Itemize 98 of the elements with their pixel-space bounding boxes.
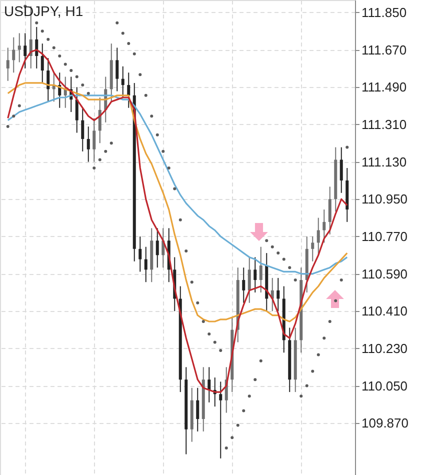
point bbox=[236, 424, 240, 427]
point bbox=[132, 52, 136, 56]
point bbox=[219, 349, 222, 352]
point bbox=[276, 252, 280, 255]
point bbox=[138, 73, 142, 76]
candlestick bbox=[340, 146, 343, 194]
point bbox=[70, 69, 73, 72]
point bbox=[248, 394, 251, 398]
point bbox=[75, 75, 78, 78]
candlestick bbox=[311, 236, 314, 262]
point bbox=[196, 301, 200, 304]
point bbox=[265, 239, 268, 242]
point bbox=[121, 32, 124, 35]
candlestick bbox=[328, 186, 332, 235]
point bbox=[300, 394, 303, 398]
y-tick-label: 110.410 bbox=[362, 304, 408, 319]
y-tick-label: 110.950 bbox=[362, 192, 408, 207]
point bbox=[144, 94, 148, 97]
candlestick bbox=[208, 366, 211, 403]
candlestick bbox=[86, 126, 90, 162]
point bbox=[92, 166, 96, 170]
point bbox=[116, 21, 119, 24]
candlestick bbox=[127, 72, 130, 108]
point bbox=[12, 114, 16, 118]
candlestick bbox=[92, 118, 96, 162]
point bbox=[346, 146, 349, 149]
y-tick-label: 110.590 bbox=[362, 266, 408, 282]
candlestick bbox=[248, 256, 251, 304]
point bbox=[208, 332, 211, 336]
candlestick bbox=[322, 209, 326, 244]
point bbox=[322, 336, 326, 340]
candlestick bbox=[40, 43, 44, 84]
point bbox=[288, 266, 292, 270]
point bbox=[328, 320, 332, 324]
point bbox=[150, 114, 154, 118]
candlestick bbox=[259, 246, 262, 293]
point bbox=[110, 142, 113, 145]
point bbox=[316, 353, 320, 356]
y-tick-label: 111.850 bbox=[362, 4, 407, 20]
point bbox=[162, 150, 165, 153]
point bbox=[86, 92, 90, 95]
y-tick-label: 110.050 bbox=[362, 378, 408, 394]
point bbox=[184, 249, 188, 252]
point bbox=[190, 280, 194, 284]
point bbox=[202, 320, 205, 324]
candlestick bbox=[219, 381, 222, 459]
point bbox=[242, 409, 246, 412]
candlestick bbox=[254, 256, 257, 293]
point bbox=[224, 446, 228, 450]
point bbox=[104, 150, 108, 153]
point bbox=[46, 38, 50, 41]
point bbox=[270, 245, 274, 248]
candlestick bbox=[81, 107, 84, 152]
point bbox=[6, 125, 10, 128]
point bbox=[98, 158, 102, 162]
candlestick bbox=[156, 228, 159, 268]
point bbox=[305, 384, 308, 388]
candlestick bbox=[276, 277, 280, 312]
y-tick-label: 111.130 bbox=[362, 154, 407, 170]
point bbox=[173, 187, 176, 190]
candlestick bbox=[316, 217, 320, 256]
point bbox=[18, 104, 21, 108]
candlestick bbox=[18, 32, 21, 63]
y-tick-label: 110.770 bbox=[362, 228, 408, 244]
point bbox=[167, 166, 170, 170]
candlestick bbox=[75, 86, 78, 134]
point bbox=[81, 84, 84, 87]
point bbox=[311, 370, 314, 373]
point bbox=[52, 46, 56, 50]
point bbox=[127, 42, 130, 46]
point bbox=[230, 436, 234, 440]
point bbox=[40, 30, 44, 33]
y-tick-label: 110.230 bbox=[362, 340, 408, 356]
candlestick bbox=[12, 36, 16, 74]
candlestick bbox=[24, 32, 27, 69]
y-tick-label: 109.870 bbox=[362, 416, 408, 431]
point bbox=[254, 378, 257, 382]
point bbox=[156, 133, 159, 136]
y-tick-label: 111.670 bbox=[362, 42, 407, 58]
point bbox=[259, 359, 262, 362]
y-tick-label: 111.490 bbox=[362, 80, 407, 95]
point bbox=[294, 278, 297, 282]
candlestick bbox=[6, 47, 10, 82]
candlestick bbox=[116, 47, 119, 92]
point bbox=[35, 21, 38, 24]
point bbox=[178, 218, 182, 222]
y-tick-label: 111.310 bbox=[362, 116, 407, 132]
point bbox=[64, 62, 67, 66]
candlestick bbox=[196, 387, 200, 432]
point bbox=[340, 278, 343, 282]
candlestick bbox=[138, 236, 142, 272]
point bbox=[213, 340, 216, 344]
candlestick bbox=[144, 246, 148, 283]
candlestick bbox=[121, 66, 124, 98]
candlestick bbox=[242, 267, 246, 304]
point bbox=[334, 299, 338, 302]
point bbox=[282, 258, 286, 261]
point bbox=[58, 54, 62, 58]
